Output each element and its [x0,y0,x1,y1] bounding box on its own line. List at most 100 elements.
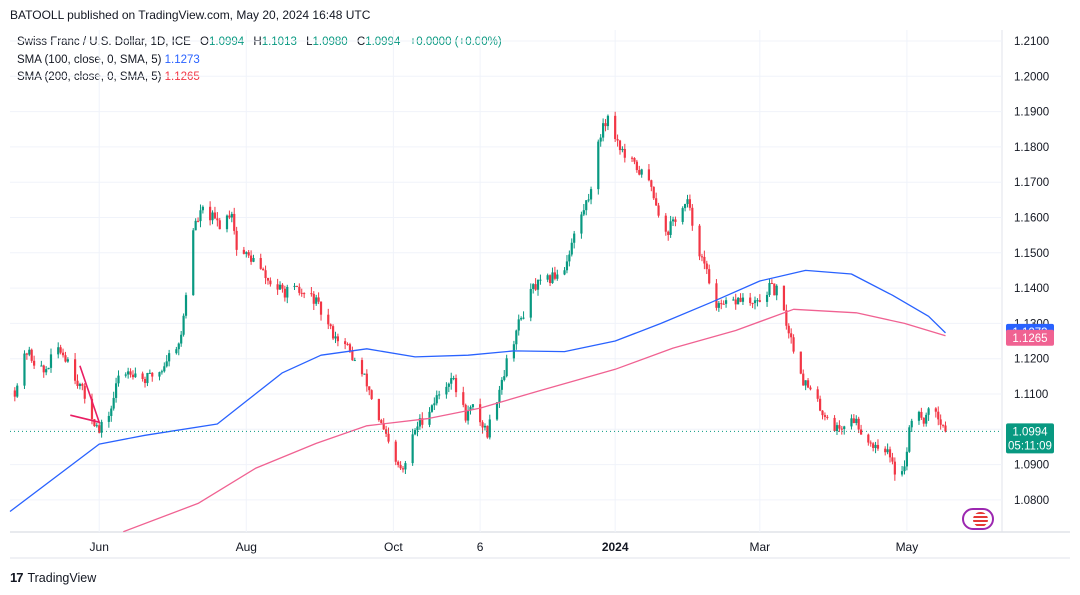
candle-down [790,333,793,338]
candle-down [934,408,937,412]
sma200-price-badge-bg [1006,329,1054,346]
candle-down [920,411,923,418]
sma200-price-badge-text: 1.1265 [1012,333,1047,345]
candle-down [266,278,270,281]
candle-down [454,378,458,393]
candle-down [867,434,870,443]
candle-down [618,140,622,151]
candle-down [262,268,265,271]
candle-down [394,441,397,462]
candle-up [180,334,183,344]
candle-up [568,254,571,262]
candle-down [664,215,667,232]
candle-down [368,386,371,391]
candle-up [28,349,31,355]
candle-up [500,379,503,390]
candle-up [199,210,202,222]
candle-down [876,444,880,449]
candle-up [230,213,233,218]
candle-down [331,326,335,339]
candle-up [293,285,296,287]
candle-up [158,372,161,377]
candle-up [886,449,889,453]
candle-up [900,471,904,475]
candle-up [438,394,441,396]
last-price-badge[interactable]: 1.0994 05:11:09 [1006,423,1054,454]
candle-up [177,343,180,350]
us-flag-icon[interactable] [962,508,994,530]
candle-down [42,365,45,373]
candle-down [141,373,144,380]
candle-up [315,297,318,304]
candle-down [787,325,790,334]
candle-down [630,157,634,159]
candle-down [770,283,773,285]
candle-up [194,220,197,231]
candle-up [411,434,414,464]
candle-up [606,115,610,127]
candle-up [717,303,720,308]
low-value: 1.0980 [312,36,348,48]
candle-up [498,389,501,403]
time-tick-label: Jun [90,540,109,554]
candle-up [66,359,69,362]
legend-sma100-row[interactable]: SMA (100, close, 0, SMA, 5) 1.1273 [17,52,502,70]
candle-down [884,448,887,453]
high-value: 1.1013 [261,36,297,48]
candle-up [804,380,807,386]
candle-up [165,361,168,367]
candle-down [283,288,286,298]
candle-up [148,372,151,374]
candle-up [515,330,518,345]
candle-down [81,383,84,386]
candle-down [397,461,400,465]
candle-up [732,299,735,301]
candle-up [753,300,757,304]
candle-down [705,263,708,270]
candle-up [353,360,356,362]
candle-down [688,199,692,208]
candle-up [640,169,643,175]
candle-up [252,258,255,262]
candle-down [481,422,484,428]
candle-down [213,212,217,219]
candle-down [264,270,267,279]
candle-up [363,373,366,375]
legend-symbol-row[interactable]: Swiss Franc / U.S. Dollar, 1D, ICE O1.09… [17,34,502,52]
candle-up [532,284,535,289]
candle-up [536,279,540,290]
candle-down [90,398,94,420]
candle-up [589,189,593,200]
price-tick-label: 1.1400 [1014,283,1049,295]
candle-down [785,310,788,326]
candle-down [218,220,221,230]
candle-up [107,415,110,422]
candle-up [163,366,166,372]
open-value: 1.0994 [208,36,245,48]
candle-down [703,256,706,264]
time-tick-label: Mar [749,540,770,554]
candle-down [859,429,863,435]
sma200-price-badge[interactable]: 1.1265 [1006,329,1054,346]
candle-up [40,365,43,367]
sma100-line [9,269,946,513]
candle-down [944,425,947,432]
sma100-label: SMA (100, close, 0, SMA, 5) [17,53,162,66]
candle-up [16,385,19,397]
price-tick-label: 1.1700 [1014,177,1049,189]
candle-down [73,359,77,381]
candle-down [348,344,352,351]
candle-down [464,404,467,421]
candle-down [143,379,147,384]
candle-up [245,252,248,254]
candle-up [908,427,911,452]
candle-down [922,417,925,424]
candle-up [669,221,672,235]
candle-up [450,378,453,384]
time-tick-label: Aug [236,540,257,554]
candle-up [95,425,98,427]
candle-up [452,378,455,380]
symbol-name: Swiss Franc / U.S. Dollar, 1D, ICE [17,36,191,48]
legend-sma200-row[interactable]: SMA (200, close, 0, SMA, 5) 1.1265 [17,69,502,87]
